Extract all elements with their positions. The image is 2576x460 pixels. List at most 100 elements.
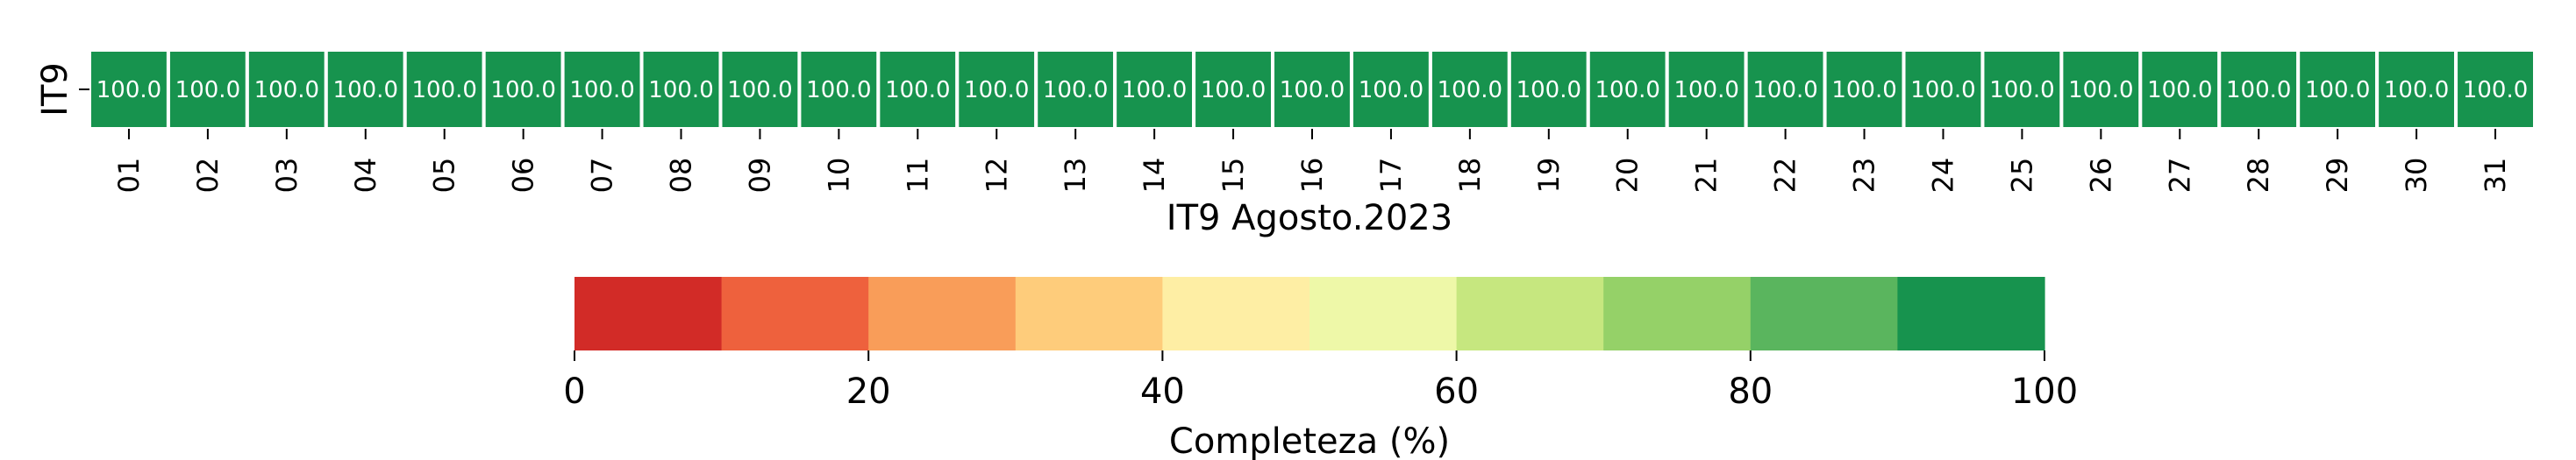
heatmap-cell <box>1271 48 1353 131</box>
column-tick-label: 25 <box>2005 158 2038 194</box>
column-tick-label: 28 <box>2242 158 2275 194</box>
heatmap-cell <box>2138 48 2222 131</box>
column-tick-label: 30 <box>2400 158 2433 194</box>
column-tick-label: 20 <box>1611 158 1645 194</box>
cell-value-label: 100.0 <box>1438 77 1502 103</box>
colorbar <box>574 277 2045 350</box>
colorbar-tick-label: 80 <box>1728 372 1773 412</box>
column-tick-label: 26 <box>2084 158 2117 194</box>
column-tick-label: 31 <box>2479 158 2512 194</box>
heatmap-cell <box>797 48 881 131</box>
column-tick-label: 13 <box>1059 158 1092 194</box>
cell-value-label: 100.0 <box>2384 77 2449 103</box>
cell-value-label: 100.0 <box>806 77 871 103</box>
colorbar-label: Completeza (%) <box>1169 421 1450 460</box>
cell-value-label: 100.0 <box>2226 77 2291 103</box>
cell-value-label: 100.0 <box>569 77 634 103</box>
colorbar-tick-label: 60 <box>1434 372 1479 412</box>
heatmap-cell <box>1507 48 1590 131</box>
column-tick-label: 14 <box>1138 158 1171 194</box>
row-label: IT9 <box>35 62 75 117</box>
cell-value-label: 100.0 <box>1359 77 1424 103</box>
colorbar-ticks: 0 20 40 60 80 100 <box>563 350 2078 412</box>
heatmap-cell <box>639 48 723 131</box>
column-tick-label: 19 <box>1532 158 1566 194</box>
heatmap-cell <box>1586 48 1669 131</box>
cell-value-label: 100.0 <box>2305 77 2370 103</box>
cell-value-label: 100.0 <box>254 77 319 103</box>
heatmap-cell <box>1744 48 1827 131</box>
cell-value-label: 100.0 <box>885 77 950 103</box>
column-tick-label: 22 <box>1769 158 1802 194</box>
colorbar-segment <box>1897 277 2045 350</box>
colorbar-segment <box>1162 277 1310 350</box>
colorbar-tick-label: 20 <box>846 372 891 412</box>
heatmap-cell <box>2454 48 2537 131</box>
cell-value-label: 100.0 <box>648 77 713 103</box>
column-ticks: 01 02 03 04 05 06 07 08 09 10 11 12 13 14 15 16 17 18 19 20… <box>112 129 2512 193</box>
colorbar-segment <box>1456 277 1604 350</box>
column-tick-label: 06 <box>507 158 540 194</box>
column-tick-label: 11 <box>901 158 934 194</box>
heatmap-cell <box>955 48 1038 131</box>
cell-value-label: 100.0 <box>1673 77 1738 103</box>
column-tick-label: 03 <box>270 158 303 194</box>
heatmap: 100.0 100.0 100.0 100.0 100.0 100.0 100.0 100.0… <box>88 48 2537 131</box>
cell-value-label: 100.0 <box>1201 77 1266 103</box>
colorbar-tick-label: 40 <box>1140 372 1185 412</box>
column-tick-label: 05 <box>428 158 461 194</box>
cell-value-label: 100.0 <box>2068 77 2133 103</box>
cell-value-label: 100.0 <box>96 77 161 103</box>
cell-value-label: 100.0 <box>1989 77 2054 103</box>
colorbar-segment <box>1015 277 1163 350</box>
colorbar-segment <box>721 277 869 350</box>
column-tick-label: 10 <box>822 158 855 194</box>
column-tick-label: 29 <box>2321 158 2354 194</box>
heatmap-cell <box>1113 48 1196 131</box>
colorbar-tick-label: 0 <box>563 372 585 412</box>
cell-value-label: 100.0 <box>1516 77 1581 103</box>
colorbar-segment <box>1309 277 1458 350</box>
column-tick-label: 24 <box>1926 158 1959 194</box>
cell-value-label: 100.0 <box>1043 77 1108 103</box>
heatmap-cell <box>2296 48 2380 131</box>
column-tick-label: 23 <box>1848 158 1881 194</box>
colorbar-segment <box>1603 277 1752 350</box>
colorbar-segment <box>1750 277 1898 350</box>
colorbar-segment <box>574 277 723 350</box>
cell-value-label: 100.0 <box>490 77 555 103</box>
heatmap-cell <box>1349 48 1432 131</box>
cell-value-label: 100.0 <box>2147 77 2212 103</box>
cell-value-label: 100.0 <box>333 77 398 103</box>
column-tick-label: 17 <box>1374 158 1408 194</box>
cell-value-label: 100.0 <box>1595 77 1660 103</box>
row-labels: IT9 <box>35 62 89 117</box>
colorbar-tick-label: 100 <box>2011 372 2078 412</box>
column-tick-label: 12 <box>980 158 1013 194</box>
column-tick-label: 08 <box>665 158 698 194</box>
column-tick-label: 04 <box>349 158 382 194</box>
cell-value-label: 100.0 <box>1831 77 1896 103</box>
cell-value-label: 100.0 <box>1280 77 1345 103</box>
cell-value-label: 100.0 <box>1752 77 1817 103</box>
cell-value-label: 100.0 <box>964 77 1029 103</box>
column-tick-label: 27 <box>2163 158 2196 194</box>
colorbar-segment <box>868 277 1017 350</box>
heatmap-cell <box>1823 48 1906 131</box>
cell-value-label: 100.0 <box>411 77 476 103</box>
column-tick-label: 16 <box>1295 158 1329 194</box>
column-tick-label: 01 <box>112 158 146 194</box>
cell-value-label: 100.0 <box>175 77 240 103</box>
column-tick-label: 07 <box>586 158 619 194</box>
column-tick-label: 15 <box>1217 158 1250 194</box>
column-tick-label: 09 <box>743 158 776 194</box>
cell-value-label: 100.0 <box>1122 77 1187 103</box>
cell-value-label: 100.0 <box>727 77 792 103</box>
column-tick-label: 21 <box>1690 158 1723 194</box>
cell-value-label: 100.0 <box>1910 77 1975 103</box>
column-tick-label: 02 <box>191 158 225 194</box>
cell-value-label: 100.0 <box>2463 77 2528 103</box>
column-tick-label: 18 <box>1453 158 1487 194</box>
x-axis-label: IT9 Agosto.2023 <box>1167 198 1452 238</box>
